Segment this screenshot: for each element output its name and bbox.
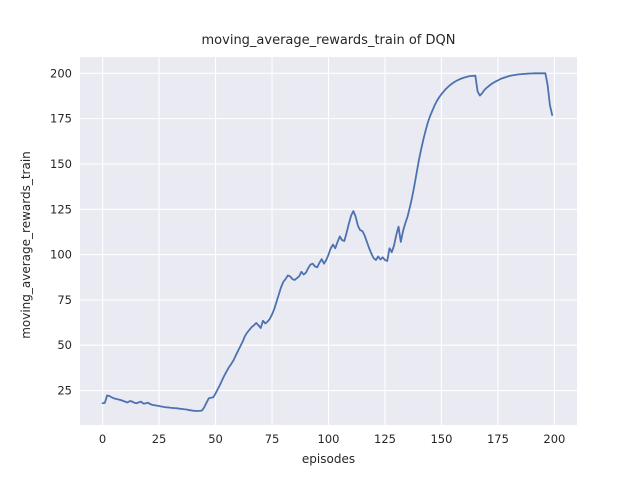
y-tick-label-200: 200 <box>50 66 72 80</box>
x-tick-label-175: 175 <box>487 432 509 446</box>
y-tick-label-50: 50 <box>57 338 72 352</box>
x-axis-label: episodes <box>301 452 356 466</box>
y-tick-label-25: 25 <box>57 384 72 398</box>
x-tick-label-100: 100 <box>318 432 340 446</box>
y-axis-label: moving_average_rewards_train <box>19 151 33 339</box>
y-tick-label-100: 100 <box>50 248 72 262</box>
chart-title: moving_average_rewards_train of DQN <box>201 33 456 48</box>
x-tick-label-75: 75 <box>265 432 280 446</box>
x-tick-label-25: 25 <box>152 432 167 446</box>
x-tick-label-0: 0 <box>99 432 106 446</box>
y-tick-label-150: 150 <box>50 157 72 171</box>
data-line-moving_average_rewards_train <box>101 72 554 412</box>
x-tick-label-150: 150 <box>430 432 452 446</box>
x-tick-label-50: 50 <box>208 432 223 446</box>
x-tick-label-200: 200 <box>543 432 565 446</box>
y-tick-label-75: 75 <box>57 293 72 307</box>
y-tick-label-175: 175 <box>50 112 72 126</box>
y-tick-label-125: 125 <box>50 202 72 216</box>
x-tick-label-125: 125 <box>374 432 396 446</box>
